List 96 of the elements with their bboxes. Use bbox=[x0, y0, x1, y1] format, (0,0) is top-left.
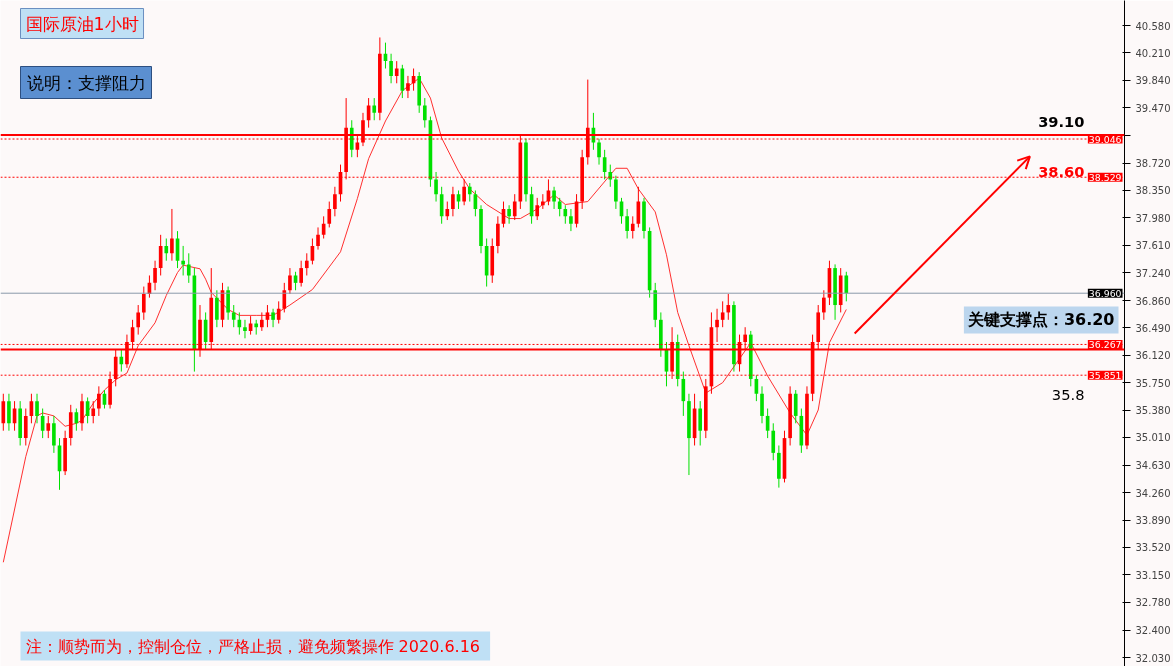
y-tick-label: 39.840 bbox=[1135, 75, 1171, 87]
y-tick-label: 34.260 bbox=[1135, 487, 1171, 499]
candlestick bbox=[445, 201, 450, 221]
candlestick bbox=[563, 204, 568, 225]
candlestick bbox=[91, 400, 96, 424]
candlestick bbox=[844, 271, 849, 302]
candlestick bbox=[451, 186, 455, 217]
candlestick bbox=[462, 178, 466, 206]
candlestick bbox=[333, 186, 337, 217]
y-tick-label: 32.780 bbox=[1135, 597, 1171, 609]
candlestick bbox=[52, 415, 56, 454]
candlestick bbox=[7, 393, 11, 432]
ref-line-label: 38.529 bbox=[1088, 171, 1122, 183]
candlestick bbox=[496, 215, 500, 254]
candlestick bbox=[771, 422, 776, 461]
ref-line-label: 36.960 bbox=[1088, 287, 1122, 299]
candlestick bbox=[535, 197, 540, 221]
candlestick bbox=[35, 393, 39, 424]
candlestick bbox=[186, 252, 191, 284]
candlestick bbox=[226, 286, 230, 321]
y-tick-label: 38.720 bbox=[1135, 158, 1171, 170]
y-tick-label: 40.210 bbox=[1135, 47, 1171, 59]
candlestick bbox=[136, 304, 141, 336]
candlestick bbox=[349, 119, 354, 158]
candlestick bbox=[557, 197, 562, 217]
candlestick bbox=[80, 393, 84, 432]
candlestick bbox=[512, 193, 517, 221]
y-tick-label: 35.380 bbox=[1135, 405, 1171, 417]
candlestick bbox=[507, 204, 511, 225]
candlestick bbox=[304, 252, 309, 276]
y-tick-label: 38.350 bbox=[1135, 185, 1171, 197]
candlestick bbox=[389, 53, 393, 84]
candlestick bbox=[625, 208, 629, 240]
ref-line-label: 39.10 bbox=[1038, 113, 1085, 131]
y-tick-label: 36.120 bbox=[1135, 350, 1171, 362]
y-tick-label: 33.890 bbox=[1135, 515, 1171, 527]
candlestick bbox=[569, 208, 573, 232]
candlestick bbox=[726, 293, 731, 321]
y-tick-label: 40.580 bbox=[1135, 20, 1171, 32]
y-tick-label: 37.240 bbox=[1135, 267, 1171, 279]
candlestick bbox=[608, 164, 613, 188]
candlestick bbox=[46, 415, 51, 439]
candlestick bbox=[422, 97, 427, 129]
candlestick bbox=[614, 175, 618, 210]
candlestick bbox=[276, 300, 281, 325]
candlestick bbox=[715, 308, 719, 343]
candlestick bbox=[467, 182, 472, 203]
y-tick-label: 32.030 bbox=[1135, 652, 1171, 664]
y-tick-label: 37.610 bbox=[1135, 240, 1171, 252]
y-tick-label: 34.630 bbox=[1135, 460, 1171, 472]
y-tick-label: 35.750 bbox=[1135, 377, 1171, 389]
annotation: 35.8 bbox=[1051, 386, 1085, 404]
candlestick bbox=[394, 60, 399, 84]
y-tick-label: 37.980 bbox=[1135, 212, 1171, 224]
candlestick bbox=[372, 97, 377, 121]
candlestick bbox=[282, 282, 287, 313]
candlestick bbox=[153, 260, 157, 291]
y-tick-label: 39.470 bbox=[1135, 102, 1171, 114]
candlestick bbox=[288, 267, 292, 295]
candlestick bbox=[23, 408, 28, 446]
y-tick-label: 33.520 bbox=[1135, 542, 1171, 554]
candlestick bbox=[552, 186, 556, 210]
text: 国际原油1小时 bbox=[25, 13, 139, 34]
annotation: 38.60 bbox=[1038, 162, 1085, 180]
candlestick bbox=[316, 226, 320, 251]
candlestick bbox=[1, 393, 6, 432]
y-tick-label: 32.400 bbox=[1135, 625, 1171, 637]
candlestick bbox=[170, 208, 174, 262]
candlestick bbox=[327, 201, 332, 228]
ref-line-label: 关键支撑点：36.20 bbox=[966, 310, 1115, 330]
candlestick bbox=[215, 289, 219, 328]
ref-line-label: 36.267 bbox=[1088, 338, 1122, 350]
candlestick bbox=[406, 75, 410, 99]
candlestick bbox=[793, 389, 798, 424]
candlestick bbox=[164, 238, 169, 262]
y-tick-label: 35.010 bbox=[1135, 432, 1171, 444]
candlestick bbox=[822, 289, 826, 321]
candlestick bbox=[434, 171, 438, 203]
candlestick bbox=[271, 308, 275, 328]
candlestick bbox=[299, 260, 303, 288]
text: 说明：支撑阻力 bbox=[26, 72, 146, 93]
candlestick bbox=[260, 311, 264, 332]
candlestick bbox=[698, 400, 703, 446]
y-tick-label: 36.490 bbox=[1135, 322, 1171, 334]
ref-line-label: 39.046 bbox=[1088, 133, 1122, 145]
y-tick-label: 36.860 bbox=[1135, 295, 1171, 307]
candlestick bbox=[243, 319, 247, 339]
y-tick-label: 33.150 bbox=[1135, 569, 1171, 581]
candlestick bbox=[630, 215, 635, 240]
candlestick bbox=[231, 304, 236, 328]
candlestick bbox=[141, 286, 146, 321]
candlestick bbox=[97, 385, 101, 417]
candlestick bbox=[597, 138, 601, 166]
annotation: 注：顺势而为，控制仓位，严格止损，避免频繁操作 2020.6.16 bbox=[25, 636, 481, 656]
ref-line-label: 35.851 bbox=[1088, 369, 1122, 381]
candlestick bbox=[760, 385, 764, 424]
